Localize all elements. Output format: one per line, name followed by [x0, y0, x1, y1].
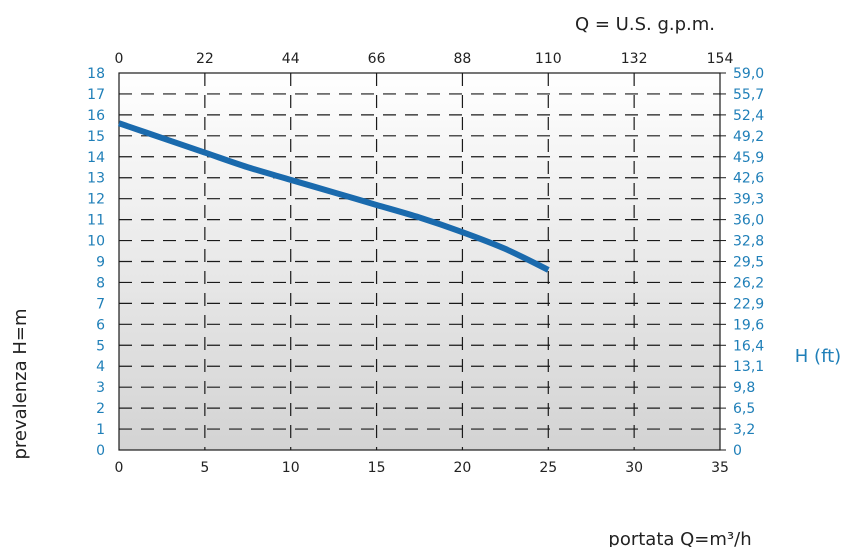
y-tick-label: 9	[96, 255, 105, 271]
y2-tick-label: 36,0	[733, 213, 764, 229]
y2-tick-label: 52,4	[733, 108, 764, 124]
y2-tick-label: 16,4	[733, 338, 764, 354]
y2-tick-label: 6,5	[733, 401, 755, 417]
y-tick-label: 13	[87, 171, 105, 187]
x2-tick-label: 22	[196, 51, 214, 67]
y-tick-label: 6	[96, 317, 105, 333]
x-tick-label: 30	[625, 460, 643, 476]
y-tick-label: 5	[96, 338, 105, 354]
y2-tick-label: 59,0	[733, 66, 764, 82]
y2-tick-label: 9,8	[733, 380, 755, 396]
x-tick-label: 0	[115, 460, 124, 476]
y2-tick-label: 32,8	[733, 234, 764, 250]
x-tick-label: 15	[368, 460, 386, 476]
y2-tick-label: 22,9	[733, 296, 764, 312]
y2-tick-label: 55,7	[733, 87, 764, 103]
y2-tick-label: 26,2	[733, 275, 764, 291]
y-tick-label: 2	[96, 401, 105, 417]
y-tick-label: 3	[96, 380, 105, 396]
top-axis-title: Q = U.S. g.p.m.	[575, 14, 715, 35]
y-tick-label: 1	[96, 422, 105, 438]
y-tick-label: 12	[87, 192, 105, 208]
x-tick-label: 10	[282, 460, 300, 476]
y2-tick-label: 19,6	[733, 317, 764, 333]
x2-tick-label: 0	[115, 51, 124, 67]
y-tick-label: 18	[87, 66, 105, 82]
y2-tick-label: 42,6	[733, 171, 764, 187]
y-tick-label: 0	[96, 443, 105, 459]
x-tick-label: 20	[454, 460, 472, 476]
x2-tick-label: 132	[621, 51, 648, 67]
x2-tick-label: 154	[707, 51, 734, 67]
y-tick-label: 8	[96, 275, 105, 291]
y-tick-label: 14	[87, 150, 105, 166]
left-axis-title: prevalenza H=m	[10, 308, 31, 459]
x2-tick-label: 88	[454, 51, 472, 67]
y2-tick-label: 45,9	[733, 150, 764, 166]
x-tick-label: 35	[711, 460, 729, 476]
x2-tick-label: 110	[535, 51, 562, 67]
bottom-axis-title: portata Q=m³/h	[608, 529, 751, 547]
y-tick-label: 15	[87, 129, 105, 145]
x-tick-label: 25	[539, 460, 557, 476]
x2-tick-label: 66	[368, 51, 386, 67]
y2-tick-label: 3,2	[733, 422, 755, 438]
y2-tick-label: 0	[733, 443, 742, 459]
y2-tick-label: 13,1	[733, 359, 764, 375]
y2-tick-label: 29,5	[733, 255, 764, 271]
x-tick-label: 5	[200, 460, 209, 476]
y2-tick-label: 49,2	[733, 129, 764, 145]
y-tick-label: 11	[87, 213, 105, 229]
y-tick-label: 4	[96, 359, 105, 375]
y-tick-label: 17	[87, 87, 105, 103]
y2-tick-label: 39,3	[733, 192, 764, 208]
y-tick-label: 10	[87, 234, 105, 250]
y-tick-label: 16	[87, 108, 105, 124]
right-axis-title: H (ft)	[795, 346, 841, 367]
x2-tick-label: 44	[282, 51, 300, 67]
y-tick-label: 7	[96, 296, 105, 312]
pump-curve-line	[118, 120, 550, 273]
